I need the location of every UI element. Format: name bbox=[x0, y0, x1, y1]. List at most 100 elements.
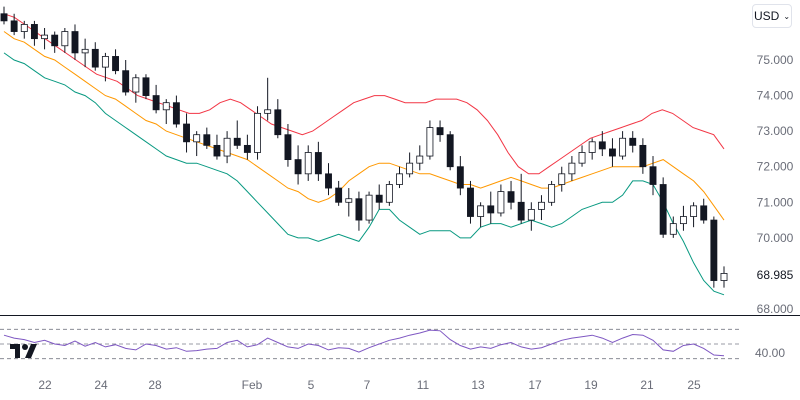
candle-body bbox=[81, 48, 89, 54]
y-tick-label: 70.000 bbox=[757, 231, 794, 245]
candle-body bbox=[538, 201, 545, 210]
candle-body bbox=[243, 144, 251, 153]
candle-body bbox=[30, 24, 38, 40]
y-tick-label: 74.000 bbox=[757, 89, 794, 103]
candle-body bbox=[264, 109, 272, 114]
candle-body bbox=[254, 112, 261, 153]
candle-body bbox=[568, 162, 576, 175]
candle-body bbox=[193, 134, 201, 143]
candle-body bbox=[659, 184, 667, 235]
candle-body bbox=[51, 34, 59, 47]
candle-body bbox=[467, 187, 474, 217]
candle-body bbox=[619, 137, 627, 157]
last-price-label: 68.985 bbox=[756, 268, 794, 282]
candle-body bbox=[406, 162, 414, 175]
candle-body bbox=[629, 137, 637, 146]
candle-body bbox=[690, 205, 698, 217]
x-tick-label: 5 bbox=[308, 378, 315, 392]
candle-body bbox=[639, 144, 647, 168]
candle-body bbox=[142, 77, 150, 96]
candle-body bbox=[122, 70, 130, 93]
candle-body bbox=[436, 127, 444, 136]
x-tick-label: 11 bbox=[417, 378, 430, 392]
candle-body bbox=[274, 109, 282, 136]
candle-body bbox=[477, 205, 485, 217]
candle-body bbox=[325, 173, 332, 189]
currency-label: USD bbox=[753, 9, 780, 23]
candle-body bbox=[91, 48, 99, 68]
x-tick-label: 7 bbox=[364, 378, 371, 392]
candle-body bbox=[162, 102, 170, 111]
candle-body bbox=[598, 141, 606, 150]
chevron-down-icon: ⌄ bbox=[783, 11, 791, 21]
candle-body bbox=[527, 208, 535, 221]
candle-body bbox=[558, 173, 566, 185]
candle-body bbox=[456, 166, 464, 189]
candle-body bbox=[487, 205, 495, 214]
candle-body bbox=[649, 166, 657, 185]
candle-body bbox=[588, 141, 596, 153]
candle-body bbox=[71, 31, 79, 54]
candle-body bbox=[172, 102, 180, 125]
x-tick-label: 24 bbox=[94, 378, 108, 392]
candle-body bbox=[20, 24, 28, 32]
candle-body bbox=[203, 134, 211, 146]
rsi-line bbox=[3, 329, 725, 357]
y-tick-label: 72.000 bbox=[757, 160, 794, 174]
candle-body bbox=[375, 194, 383, 203]
candle-body bbox=[223, 137, 231, 157]
candle-body bbox=[61, 31, 69, 47]
band-line-2 bbox=[3, 52, 725, 296]
y-tick-label: 68.000 bbox=[757, 302, 794, 316]
candle-series bbox=[0, 6, 728, 288]
candle-body bbox=[396, 173, 403, 185]
candle-body bbox=[41, 34, 49, 40]
candle-body bbox=[101, 56, 109, 68]
currency-selector[interactable]: USD ⌄ bbox=[752, 4, 792, 28]
candle-body bbox=[548, 184, 556, 203]
x-tick-label: 25 bbox=[687, 378, 701, 392]
candle-body bbox=[385, 184, 393, 203]
candle-body bbox=[507, 191, 515, 203]
candle-body bbox=[10, 20, 18, 32]
candle-body bbox=[497, 191, 505, 214]
x-tick-label: 17 bbox=[528, 378, 542, 392]
x-tick-label: 21 bbox=[640, 378, 654, 392]
x-tick-label: 22 bbox=[38, 378, 52, 392]
x-tick-label: 13 bbox=[471, 378, 485, 392]
candle-body bbox=[609, 148, 616, 157]
candle-body bbox=[365, 194, 373, 221]
candle-body bbox=[132, 77, 140, 93]
tradingview-logo bbox=[10, 340, 46, 365]
candle-body bbox=[284, 134, 292, 160]
candle-body bbox=[355, 198, 363, 221]
x-tick-label: 19 bbox=[584, 378, 598, 392]
candle-body bbox=[0, 13, 8, 22]
candle-body bbox=[213, 144, 221, 157]
candle-body bbox=[578, 152, 586, 164]
band-line-1 bbox=[3, 31, 725, 221]
candle-body bbox=[112, 56, 119, 72]
candle-body bbox=[720, 273, 728, 281]
candle-body bbox=[233, 137, 241, 146]
candle-body bbox=[669, 223, 677, 235]
y-tick-label: 71.000 bbox=[757, 195, 794, 209]
time-axis[interactable]: 22 24 28 Feb 5 7 11 13 17 19 21 25 bbox=[38, 378, 701, 392]
candle-body bbox=[700, 205, 708, 221]
candle-body bbox=[446, 134, 454, 168]
candle-body bbox=[517, 201, 525, 221]
y-tick-label: 73.000 bbox=[757, 124, 794, 138]
candle-body bbox=[183, 123, 190, 143]
rsi-level-label: 40.00 bbox=[755, 346, 785, 360]
candle-body bbox=[345, 198, 353, 203]
y-tick-label: 75.000 bbox=[757, 53, 794, 67]
candle-body bbox=[314, 152, 322, 175]
candle-body bbox=[152, 95, 160, 111]
x-tick-label: 28 bbox=[148, 378, 162, 392]
candle-body bbox=[679, 216, 687, 225]
candle-body bbox=[335, 187, 343, 203]
rsi-pane: 40.00 bbox=[0, 328, 785, 360]
price-axis[interactable]: 75.000 74.000 73.000 72.000 71.000 70.000 68.0… bbox=[757, 53, 794, 316]
